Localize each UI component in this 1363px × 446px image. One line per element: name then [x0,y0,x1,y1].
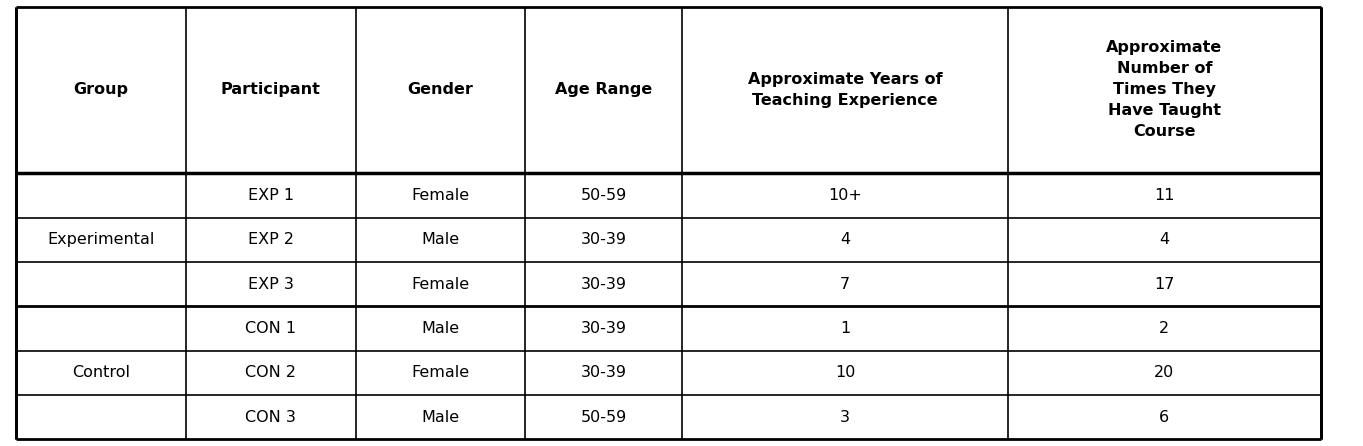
Text: 30-39: 30-39 [581,321,627,336]
Text: Female: Female [412,365,469,380]
Text: Approximate Years of
Teaching Experience: Approximate Years of Teaching Experience [748,72,942,108]
Text: 4: 4 [840,232,851,247]
Text: 20: 20 [1154,365,1175,380]
Text: EXP 2: EXP 2 [248,232,294,247]
Text: Male: Male [421,321,459,336]
Text: Female: Female [412,277,469,292]
Text: Age Range: Age Range [555,83,653,98]
Text: 11: 11 [1154,188,1175,203]
Text: EXP 1: EXP 1 [248,188,294,203]
Text: Control: Control [72,365,129,380]
Text: 7: 7 [840,277,851,292]
Text: 50-59: 50-59 [581,409,627,425]
Text: 30-39: 30-39 [581,277,627,292]
Text: Female: Female [412,188,469,203]
Text: 10+: 10+ [829,188,861,203]
Text: Experimental: Experimental [48,232,155,247]
Text: EXP 3: EXP 3 [248,277,293,292]
Text: 3: 3 [840,409,851,425]
Text: 4: 4 [1160,232,1169,247]
Text: Male: Male [421,232,459,247]
Text: 30-39: 30-39 [581,365,627,380]
Text: Male: Male [421,409,459,425]
Text: 50-59: 50-59 [581,188,627,203]
Text: 30-39: 30-39 [581,232,627,247]
Text: 2: 2 [1160,321,1169,336]
Text: Group: Group [74,83,128,98]
Text: 6: 6 [1160,409,1169,425]
Text: Participant: Participant [221,83,320,98]
Text: Gender: Gender [408,83,473,98]
Text: 10: 10 [836,365,856,380]
Text: 17: 17 [1154,277,1175,292]
Text: 1: 1 [840,321,851,336]
Text: Approximate
Number of
Times They
Have Taught
Course: Approximate Number of Times They Have Ta… [1107,41,1223,140]
Text: CON 1: CON 1 [245,321,296,336]
Text: CON 3: CON 3 [245,409,296,425]
Text: CON 2: CON 2 [245,365,296,380]
